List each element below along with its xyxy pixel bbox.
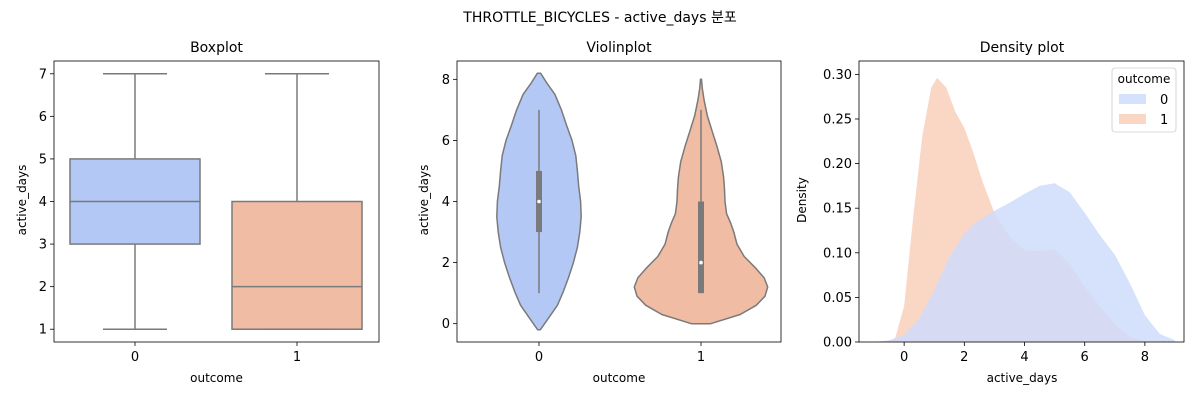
density-area-outcome-0	[874, 183, 1175, 342]
density-ytick-label: 0.25	[823, 112, 852, 127]
violin-median-dot	[699, 260, 703, 265]
boxplot-xtick-label: 0	[131, 350, 139, 365]
boxplot-ytick-label: 1	[39, 323, 47, 338]
violinplot-xlabel: outcome	[593, 371, 646, 385]
boxplot-ytick-label: 3	[39, 238, 47, 253]
density-ytick-label: 0.15	[823, 202, 852, 217]
boxplot-ytick-label: 7	[39, 67, 47, 82]
density-xtick-label: 6	[1081, 350, 1089, 365]
violinplot-title: Violinplot	[586, 40, 652, 56]
density-xlabel: active_days	[987, 371, 1058, 385]
density-ylabel: Density	[795, 177, 809, 223]
violinplot-xtick-label: 1	[697, 350, 705, 365]
density-ytick-label: 0.10	[823, 246, 852, 261]
density-xtick-label: 0	[900, 350, 908, 365]
violinplot-xtick-label: 0	[535, 350, 543, 365]
violin-iqr-bar	[698, 201, 704, 294]
boxplot-ylabel: active_days	[15, 165, 29, 236]
violin-median-dot	[537, 199, 541, 204]
legend-swatch-outcome-0	[1119, 94, 1146, 104]
box-iqr	[231, 200, 363, 330]
legend-label-outcome-1: 1	[1160, 113, 1168, 128]
boxplot-xlabel: outcome	[190, 371, 243, 385]
violinplot-ytick-label: 2	[442, 256, 450, 271]
legend-label-outcome-0: 0	[1160, 93, 1168, 108]
density-title: Density plot	[980, 40, 1065, 56]
boxplot-ytick-label: 4	[39, 195, 47, 210]
boxplot-ytick-label: 2	[39, 280, 47, 295]
density-xtick-label: 8	[1141, 350, 1149, 365]
density-ytick-label: 0.05	[823, 291, 852, 306]
density-xtick-label: 4	[1020, 350, 1028, 365]
legend-title: outcome	[1118, 72, 1171, 86]
violinplot-ytick-label: 6	[442, 134, 450, 149]
violinplot-ylabel: active_days	[417, 165, 431, 236]
violinplot-ytick-label: 0	[442, 317, 450, 332]
density-axes-frame	[858, 60, 1185, 343]
density-ytick-label: 0.20	[823, 157, 852, 172]
boxplot-xtick-label: 1	[293, 350, 301, 365]
density-ytick-label: 0.30	[823, 68, 852, 83]
boxplot-ytick-label: 6	[39, 110, 47, 125]
density-xtick-label: 2	[960, 350, 968, 365]
density-panel: Density plot active_days Density 0.00 0.0…	[795, 40, 1185, 385]
suptitle: THROTTLE_BICYCLES - active_days 분포	[462, 10, 737, 26]
density-ytick-label: 0.00	[823, 336, 852, 351]
density-legend: outcome 0 1	[1111, 67, 1177, 133]
boxplot-panel: Boxplot outcome active_days 1 2 3 4 5 6 7 0 1	[15, 40, 380, 385]
violinplot-ytick-label: 8	[442, 73, 450, 88]
violinplot-ytick-label: 4	[442, 195, 450, 210]
legend-swatch-outcome-1	[1119, 114, 1146, 124]
boxplot-ytick-label: 5	[39, 152, 47, 167]
boxplot-title: Boxplot	[190, 40, 243, 56]
violinplot-panel: Violinplot outcome active_days 0 2 4 6 8 0 1	[417, 40, 782, 385]
